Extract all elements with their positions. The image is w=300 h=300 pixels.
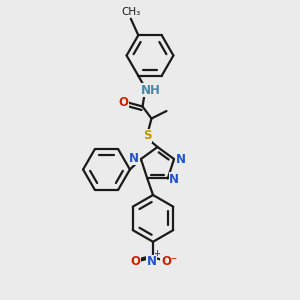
Text: NH: NH [141, 83, 161, 97]
Text: N: N [129, 152, 140, 165]
Text: CH₃: CH₃ [121, 7, 140, 17]
Text: N: N [146, 255, 157, 268]
Text: N: N [176, 152, 186, 166]
Text: +: + [153, 249, 160, 258]
Text: O⁻: O⁻ [161, 255, 177, 268]
Text: N: N [169, 173, 179, 186]
Text: O: O [130, 255, 140, 268]
Text: O: O [118, 95, 128, 109]
Text: S: S [143, 129, 151, 142]
